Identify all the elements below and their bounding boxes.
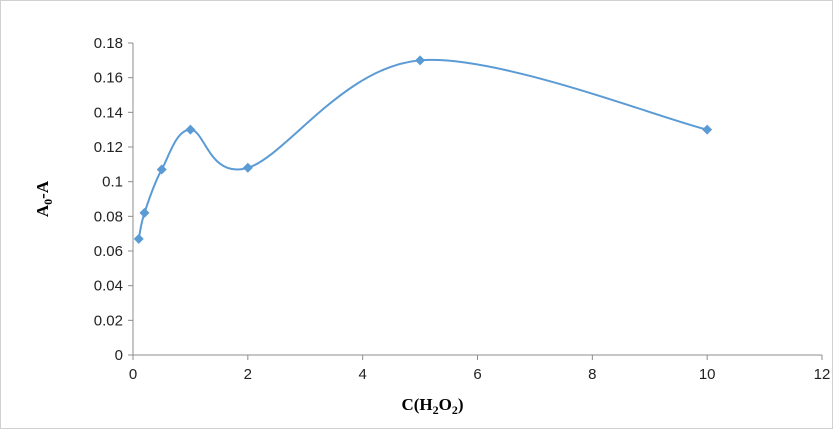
- x-tick-label: 6: [473, 366, 481, 383]
- y-tick-label: 0: [115, 347, 123, 364]
- data-point-marker: [415, 55, 426, 66]
- y-tick-label: 0.02: [94, 312, 123, 329]
- y-tick-label: 0.1: [102, 174, 123, 191]
- y-axis-title: A0-A: [33, 180, 55, 217]
- data-point-marker: [133, 233, 144, 244]
- x-axis-title: C(H2O2): [401, 395, 463, 417]
- data-point-marker: [242, 162, 253, 173]
- series-line: [137, 58, 708, 240]
- data-point-marker: [185, 124, 196, 135]
- x-axis-ticks: 0 2 4 6 8 10 12: [129, 355, 831, 383]
- y-tick-label: 0.08: [94, 208, 123, 225]
- y-axis-ticks: 0 0.02 0.04 0.06 0.08 0.1 0.12 0.14 0.16 0.18: [94, 35, 133, 364]
- x-tick-label: 12: [814, 366, 831, 383]
- x-tick-label: 10: [699, 366, 716, 383]
- y-tick-label: 0.06: [94, 243, 123, 260]
- y-tick-label: 0.12: [94, 139, 123, 156]
- data-point-marker: [139, 207, 150, 218]
- x-tick-label: 0: [129, 366, 137, 383]
- series-markers: [133, 55, 713, 244]
- y-tick-label: 0.18: [94, 35, 123, 52]
- x-tick-label: 8: [588, 366, 596, 383]
- x-tick-label: 4: [358, 366, 366, 383]
- y-tick-label: 0.16: [94, 70, 123, 87]
- x-tick-label: 2: [244, 366, 252, 383]
- axes: [132, 43, 822, 356]
- data-point-marker: [156, 164, 167, 175]
- y-tick-label: 0.04: [94, 278, 123, 295]
- data-point-marker: [702, 124, 713, 135]
- y-tick-label: 0.14: [94, 104, 123, 121]
